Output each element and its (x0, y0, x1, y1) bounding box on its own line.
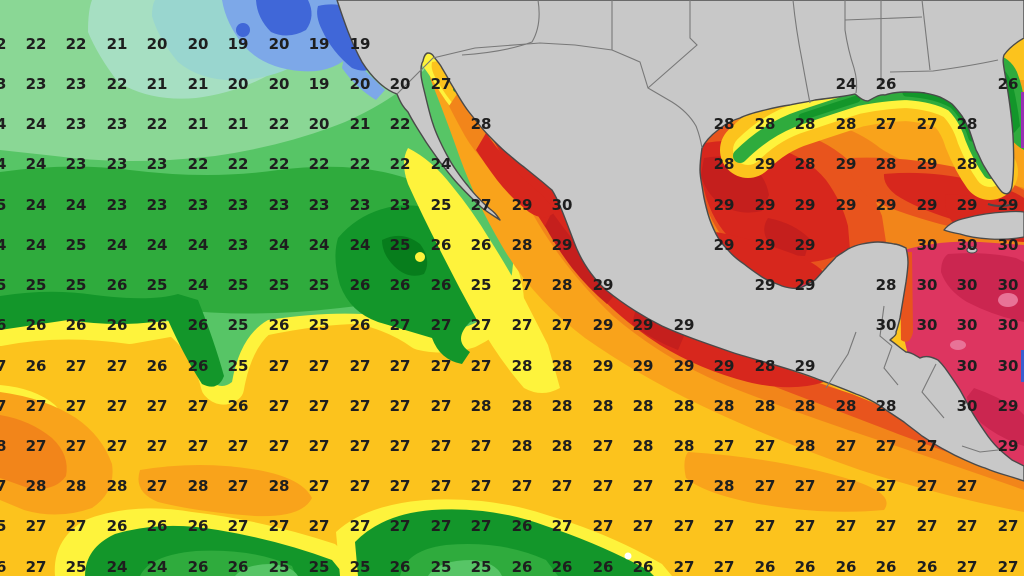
land-mainland (336, 0, 1024, 482)
border-guat-honduras (883, 345, 899, 386)
goc-gold (431, 61, 463, 106)
contour-yellow-baja (404, 148, 560, 393)
tongue-center-green-light (428, 560, 502, 576)
border-la-ms (844, 0, 858, 94)
border-honduras-nicaragua (921, 363, 945, 419)
gom-red-30d-b (764, 218, 810, 256)
rim-green-dark-a (798, 95, 861, 121)
gom-campeche-red (716, 232, 830, 299)
white-artifact-dot (624, 552, 632, 560)
contour-yellow-hole (415, 252, 425, 262)
border-ca-az (461, 0, 540, 56)
caribbean-light-a (998, 293, 1018, 307)
border-tn (844, 16, 923, 21)
border-nicaragua-costarica (961, 445, 999, 453)
border-tx-la (792, 0, 811, 104)
goc-red (476, 133, 556, 218)
caribbean-light-b (950, 340, 966, 350)
border-guat-belize (879, 305, 893, 347)
tongue-left-green-light (235, 564, 298, 576)
land (336, 0, 1024, 482)
orange-mid-left (138, 465, 312, 517)
contour-blue-19-c (236, 23, 250, 37)
contour-red-30d-b (632, 308, 684, 350)
border-al-ga (921, 0, 931, 71)
border-mx-guatemala (825, 331, 857, 389)
border-nm-tx (647, 0, 698, 89)
edge-blue-sliver (1021, 350, 1024, 382)
contour-green-26d-spot (382, 235, 428, 276)
contour-blue-19-a (256, 0, 312, 36)
border-us-mexico (396, 42, 703, 149)
caribbean-dark-b (967, 388, 1024, 446)
contour-green-26-band (0, 291, 224, 387)
edge-purple-sliver (1021, 92, 1024, 148)
orange-left-b (0, 415, 67, 489)
political-borders (396, 0, 999, 453)
border-fl-ga (889, 59, 999, 73)
orange-bottom-right-a (684, 452, 887, 512)
florida-keys (987, 202, 1015, 208)
land-cuba (943, 210, 1024, 240)
land-isla-juventud (966, 246, 978, 254)
